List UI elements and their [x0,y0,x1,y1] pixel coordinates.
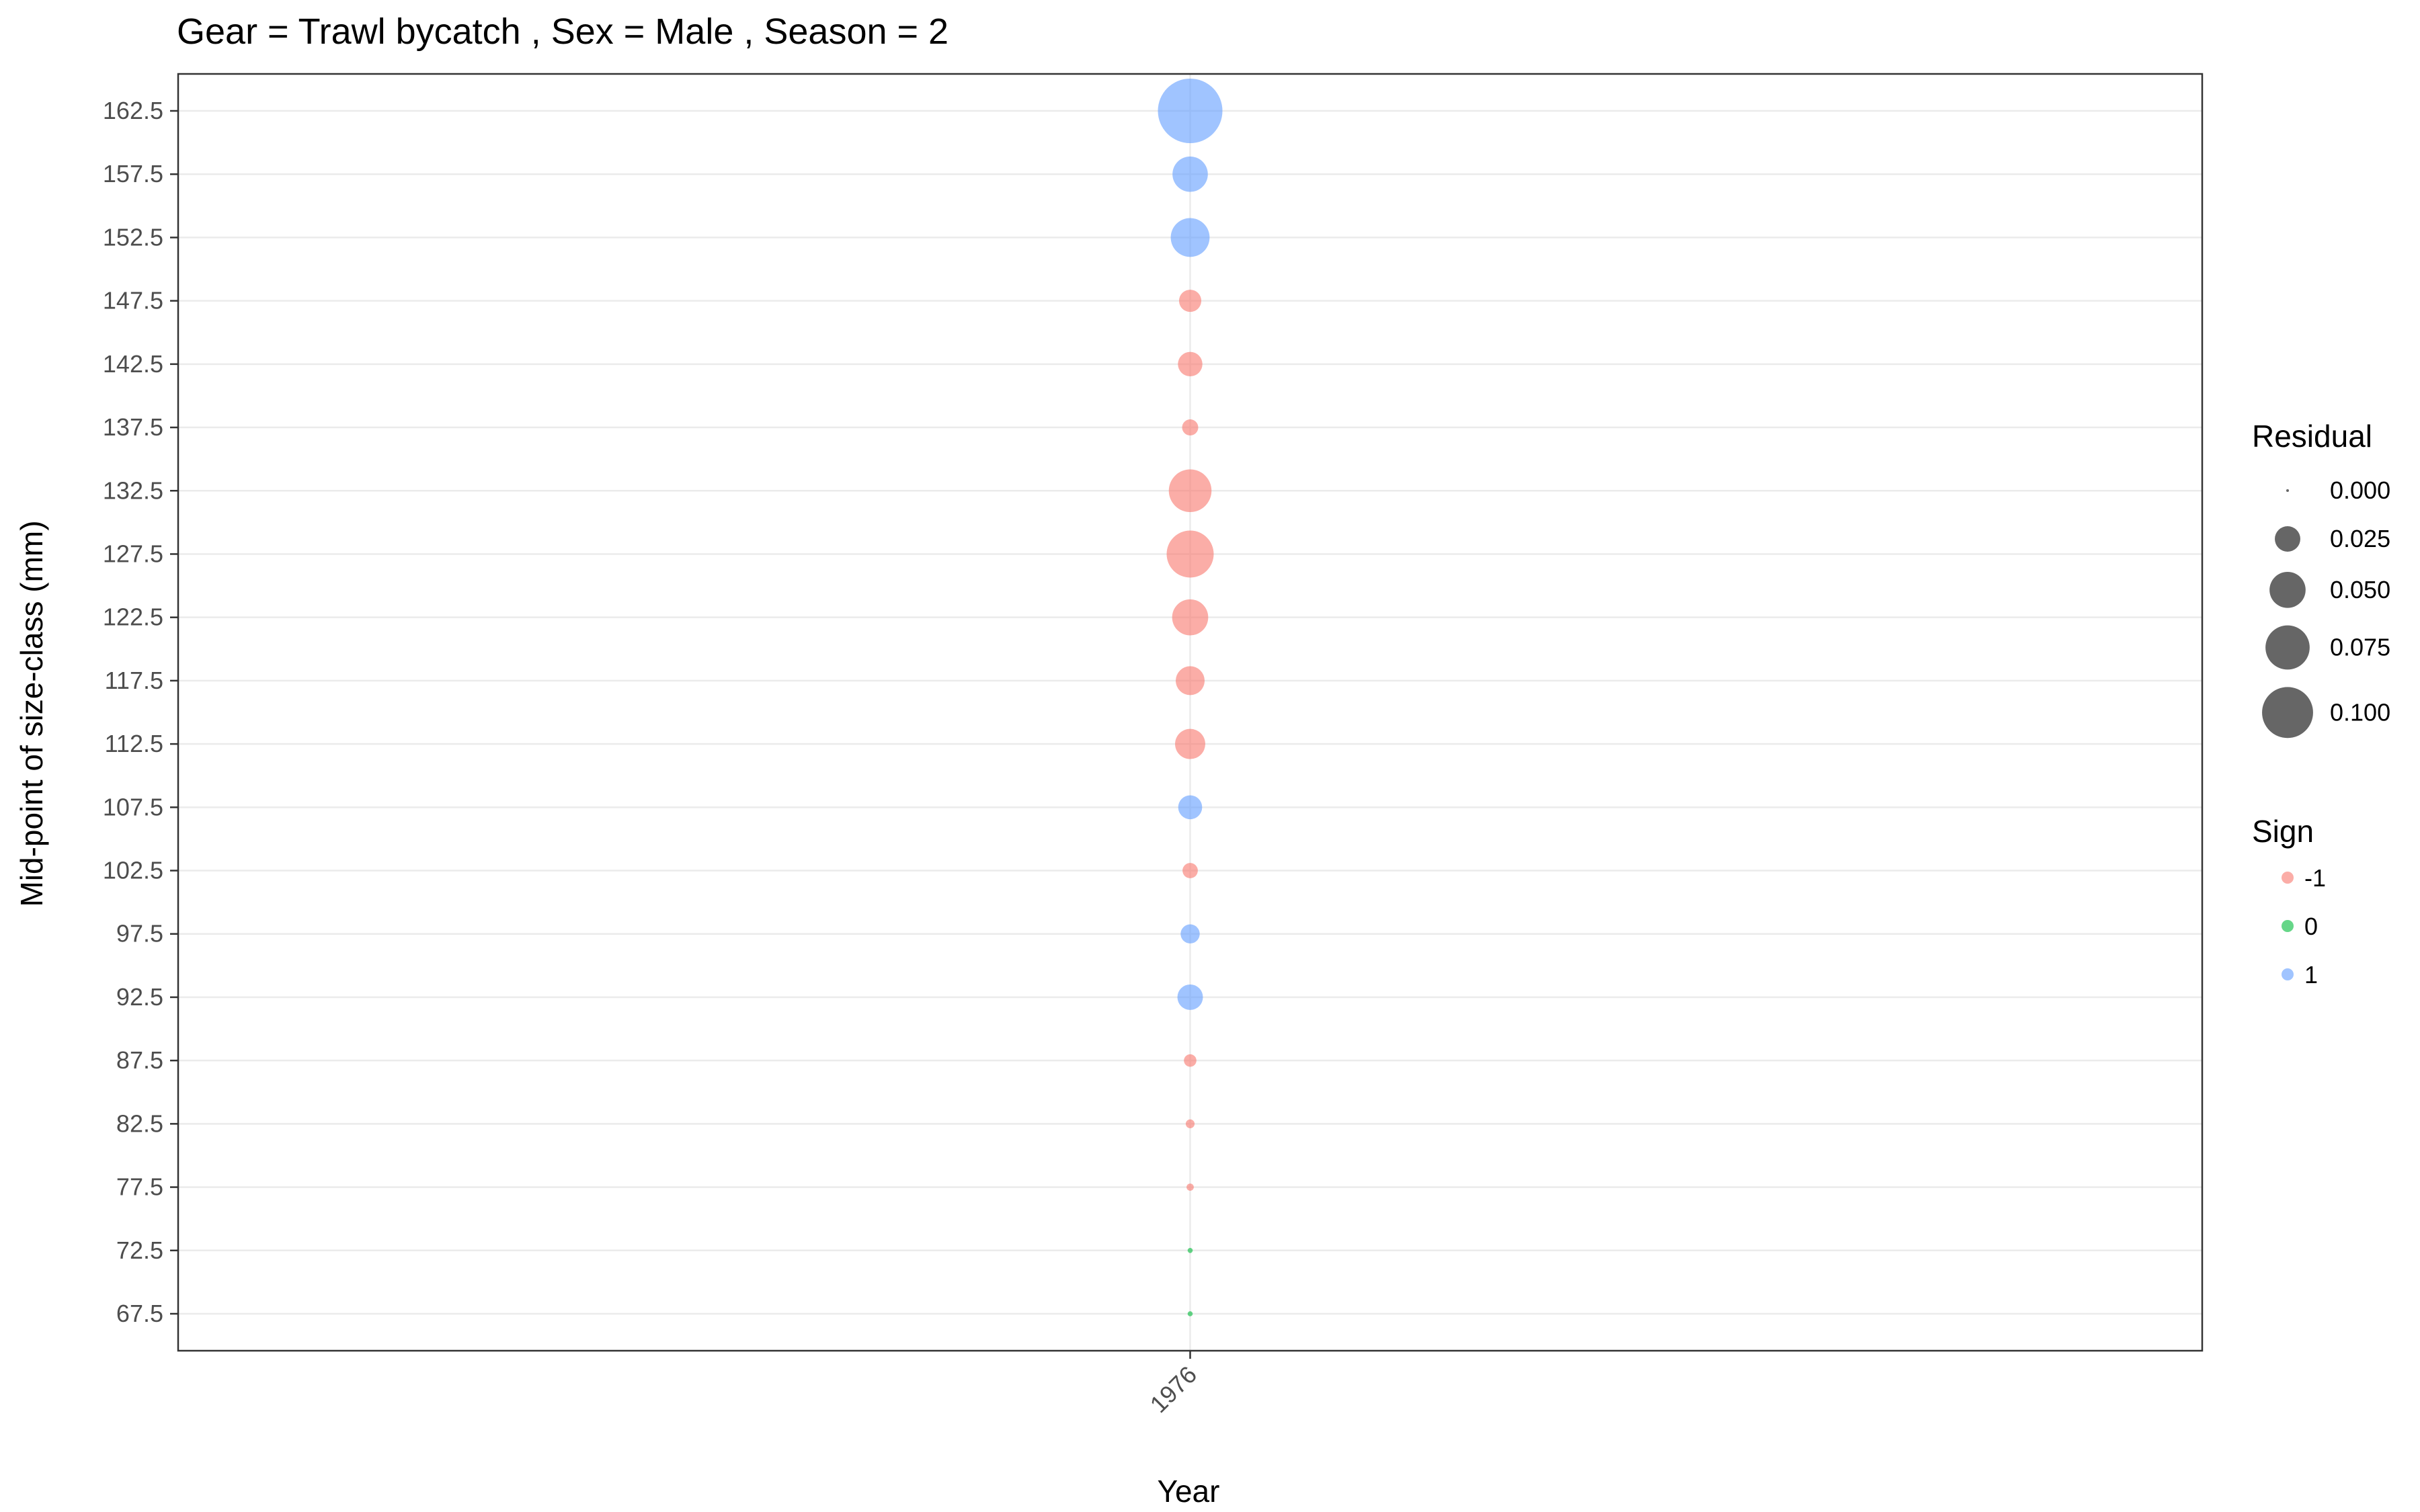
residual-legend-key [2286,489,2289,492]
y-tick-label: 162.5 [103,97,163,124]
data-point [1177,984,1203,1010]
data-point [1187,1311,1193,1316]
data-point [1166,530,1214,578]
y-tick-label: 132.5 [103,476,163,504]
y-tick-label: 77.5 [116,1173,163,1201]
y-axis: 67.5 72.5 77.5 82.5 87.5 92.5 97.5 102.5 107.5 11… [103,97,178,1327]
sign-legend-key [2282,920,2294,932]
data-point [1158,79,1223,143]
sign-legend: Sign -1 0 1 [2252,814,2326,989]
residual-legend-label: 0.025 [2330,525,2390,552]
sign-legend-key [2282,968,2294,980]
data-point [1187,1247,1193,1253]
gridlines [178,74,2202,1351]
data-point [1180,924,1200,943]
data-point [1178,290,1202,312]
y-tick-label: 87.5 [116,1046,163,1074]
x-axis-title: Year [1158,1474,1220,1509]
x-axis: 1976 [1145,1351,1203,1419]
data-point [1175,728,1205,759]
y-tick-label: 127.5 [103,540,163,567]
data-point [1182,419,1199,436]
data-point [1176,666,1205,696]
data-point [1172,599,1209,636]
y-tick-label: 157.5 [103,160,163,187]
data-point [1182,863,1198,878]
residual-legend-label: 0.075 [2330,634,2390,661]
x-tick-label: 1976 [1145,1361,1203,1419]
y-tick-label: 142.5 [103,350,163,378]
residual-legend-key [2269,572,2306,608]
residual-legend-label: 0.100 [2330,698,2390,726]
residual-legend-key [2262,687,2313,739]
data-point [1184,1054,1197,1067]
data-point [1185,1119,1195,1128]
y-tick-label: 67.5 [116,1300,163,1327]
y-tick-label: 92.5 [116,983,163,1011]
residual-legend-label: 0.000 [2330,476,2390,504]
y-axis-title: Mid-point of size-class (mm) [14,520,49,907]
y-tick-label: 152.5 [103,223,163,251]
residual-legend-key [2265,625,2310,670]
y-tick-label: 72.5 [116,1236,163,1264]
data-points [1158,79,1223,1316]
data-point [1178,795,1203,820]
y-tick-label: 112.5 [105,730,163,757]
sign-legend-label: -1 [2304,864,2326,892]
y-tick-label: 147.5 [103,287,163,314]
data-point [1178,351,1203,377]
sign-legend-title: Sign [2252,814,2314,849]
sign-legend-key [2282,872,2294,884]
chart-title: Gear = Trawl bycatch , Sex = Male , Seas… [177,11,949,52]
y-tick-label: 97.5 [116,920,163,948]
sign-legend-label: 0 [2304,913,2318,940]
y-tick-label: 107.5 [103,793,163,821]
residual-legend-label: 0.050 [2330,576,2390,603]
y-tick-label: 82.5 [116,1109,163,1137]
residual-legend-title: Residual [2252,419,2372,454]
y-tick-label: 137.5 [103,413,163,441]
data-point [1186,1183,1194,1191]
y-tick-label: 122.5 [103,603,163,631]
y-tick-label: 102.5 [103,857,163,884]
data-point [1170,218,1210,257]
residual-legend-key [2275,526,2300,552]
y-tick-label: 117.5 [105,667,163,694]
residual-legend: Residual 0.000 0.025 0.050 0.075 0.100 [2252,419,2390,739]
data-point [1168,469,1212,513]
sign-legend-label: 1 [2304,961,2318,989]
data-point [1172,156,1208,192]
